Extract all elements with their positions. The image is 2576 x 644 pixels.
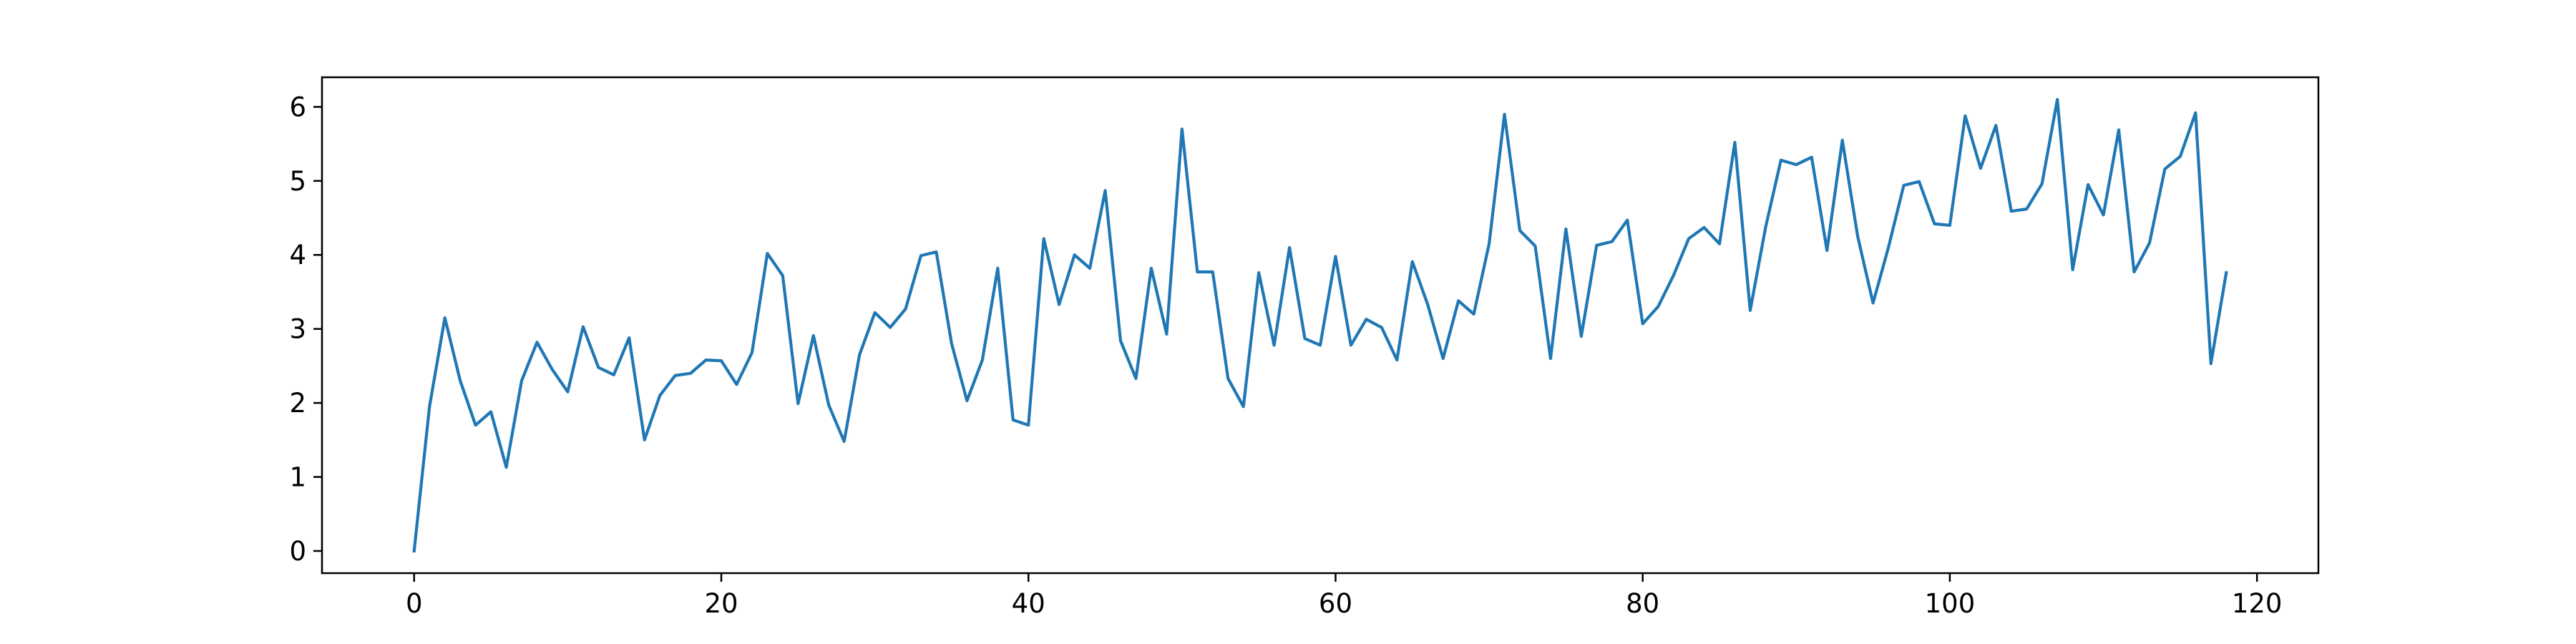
y-tick-label: 3 <box>289 314 306 345</box>
y-tick-label: 5 <box>289 166 306 197</box>
x-tick-label: 60 <box>1319 588 1352 619</box>
y-tick-label: 1 <box>289 462 306 493</box>
axis-ticks: 0 20 40 60 80 100 120 0 1 2 3 4 5 6 <box>289 92 2282 619</box>
y-tick-label: 0 <box>289 536 306 567</box>
y-tick-label: 6 <box>289 92 306 122</box>
x-tick-label: 20 <box>704 588 738 619</box>
x-tick-label: 40 <box>1012 588 1045 619</box>
y-tick-label: 4 <box>289 240 306 270</box>
x-tick-label: 80 <box>1626 588 1659 619</box>
x-tick-label: 0 <box>406 588 423 619</box>
plot-frame <box>321 76 2320 575</box>
chart-marks <box>412 97 2228 553</box>
x-tick-label: 120 <box>2232 588 2283 619</box>
x-tick-label: 100 <box>1925 588 1976 619</box>
y-tick-label: 2 <box>289 388 306 419</box>
series-line-0 <box>412 97 2228 553</box>
